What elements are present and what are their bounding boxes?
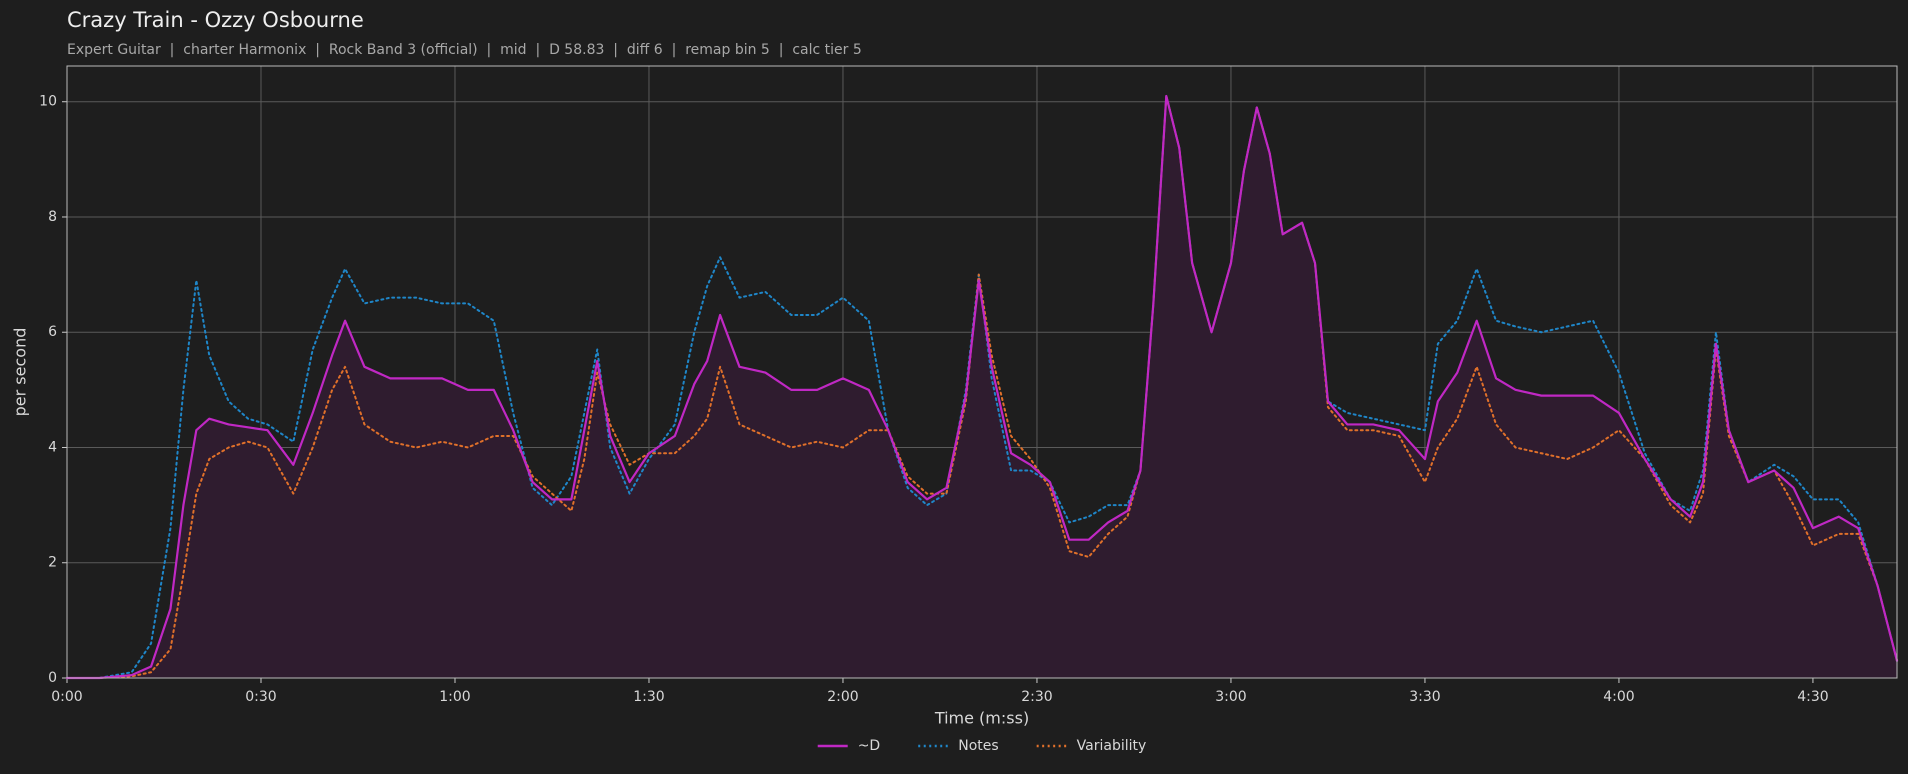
y-tick-label: 4 [48,439,57,455]
area [67,95,1897,678]
x-tick-label: 4:00 [1603,689,1634,705]
line [65,94,1899,680]
legend-label: Notes [958,738,998,754]
x-tick-label: 4:30 [1797,689,1828,705]
legend-label: Variability [1077,738,1147,754]
plot-frame [66,65,1898,679]
x-tick-label: 0:00 [51,689,82,705]
legend-label: ~D [858,738,881,754]
x-tick-label: 1:30 [633,689,664,705]
x-tick-label: 0:30 [245,689,276,705]
x-tick-label: 2:00 [827,689,858,705]
line [66,94,1898,679]
x-tick-label: 1:00 [439,689,470,705]
x-axis-label: Time (m:ss) [934,709,1029,728]
y-tick-label: 6 [48,324,57,340]
y-tick-label: 2 [48,555,57,571]
x-tick-label: 3:30 [1409,689,1440,705]
x-tick-label: 2:30 [1021,689,1052,705]
y-tick-label: 0 [48,670,57,686]
y-tick-label: 10 [39,94,57,110]
chart-title: Crazy Train - Ozzy Osbourne [67,8,364,32]
y-tick-label: 8 [48,209,57,225]
y-axis-label: per second [11,328,30,417]
x-tick-label: 3:00 [1215,689,1246,705]
chart-subtitle: Expert Guitar | charter Harmonix | Rock … [67,42,862,58]
line [66,94,1898,679]
